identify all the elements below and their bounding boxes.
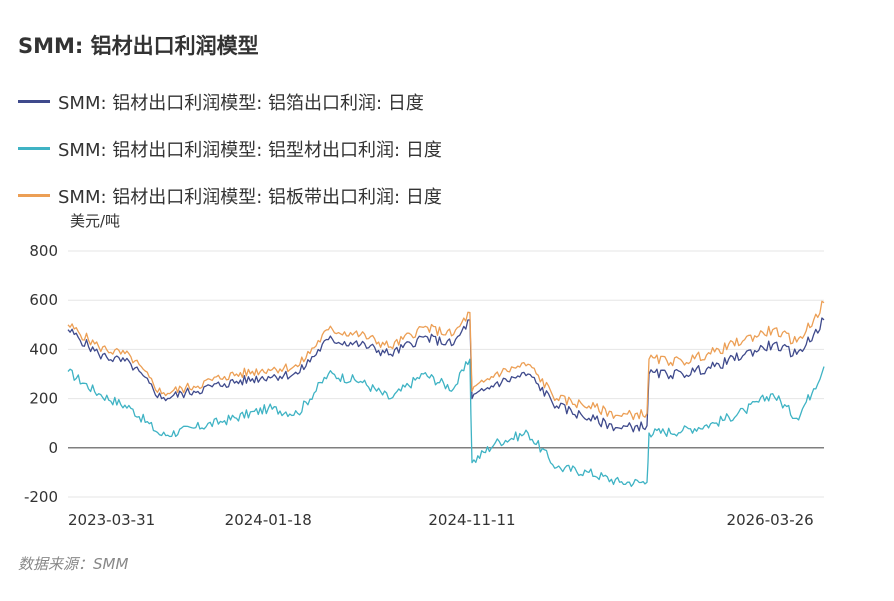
y-tick-label: 0 [48, 439, 58, 457]
legend: SMM: 铝材出口利润模型: 铝箔出口利润: 日度 SMM: 铝材出口利润模型:… [18, 78, 442, 219]
legend-item-foil[interactable]: SMM: 铝材出口利润模型: 铝箔出口利润: 日度 [18, 78, 442, 125]
legend-label-foil: SMM: 铝材出口利润模型: 铝箔出口利润: 日度 [58, 92, 424, 114]
y-tick-label: 200 [29, 390, 58, 408]
y-tick-label: 800 [29, 242, 58, 260]
legend-label-sheet: SMM: 铝材出口利润模型: 铝板带出口利润: 日度 [58, 186, 442, 208]
legend-label-profile: SMM: 铝材出口利润模型: 铝型材出口利润: 日度 [58, 139, 442, 161]
legend-swatch-sheet [18, 194, 50, 197]
x-tick-label: 2023-03-31 [68, 511, 155, 529]
series-line-foil [67, 317, 825, 433]
series-line-profile [67, 358, 825, 488]
x-tick-label: 2024-11-11 [428, 511, 515, 529]
series-line-sheet [67, 300, 825, 421]
legend-item-sheet[interactable]: SMM: 铝材出口利润模型: 铝板带出口利润: 日度 [18, 172, 442, 219]
y-tick-label: -200 [24, 488, 58, 506]
legend-swatch-profile [18, 147, 50, 150]
x-tick-label: 2024-01-18 [225, 511, 312, 529]
chart-title: SMM: 铝材出口利润模型 [18, 34, 259, 58]
x-tick-label: 2026-03-26 [727, 511, 814, 529]
y-axis-unit: 美元/吨 [70, 212, 121, 230]
y-tick-label: 400 [29, 340, 58, 358]
legend-item-profile[interactable]: SMM: 铝材出口利润模型: 铝型材出口利润: 日度 [18, 125, 442, 172]
y-tick-label: 600 [29, 291, 58, 309]
data-source: 数据来源：SMM [18, 555, 129, 573]
legend-swatch-foil [18, 100, 50, 103]
